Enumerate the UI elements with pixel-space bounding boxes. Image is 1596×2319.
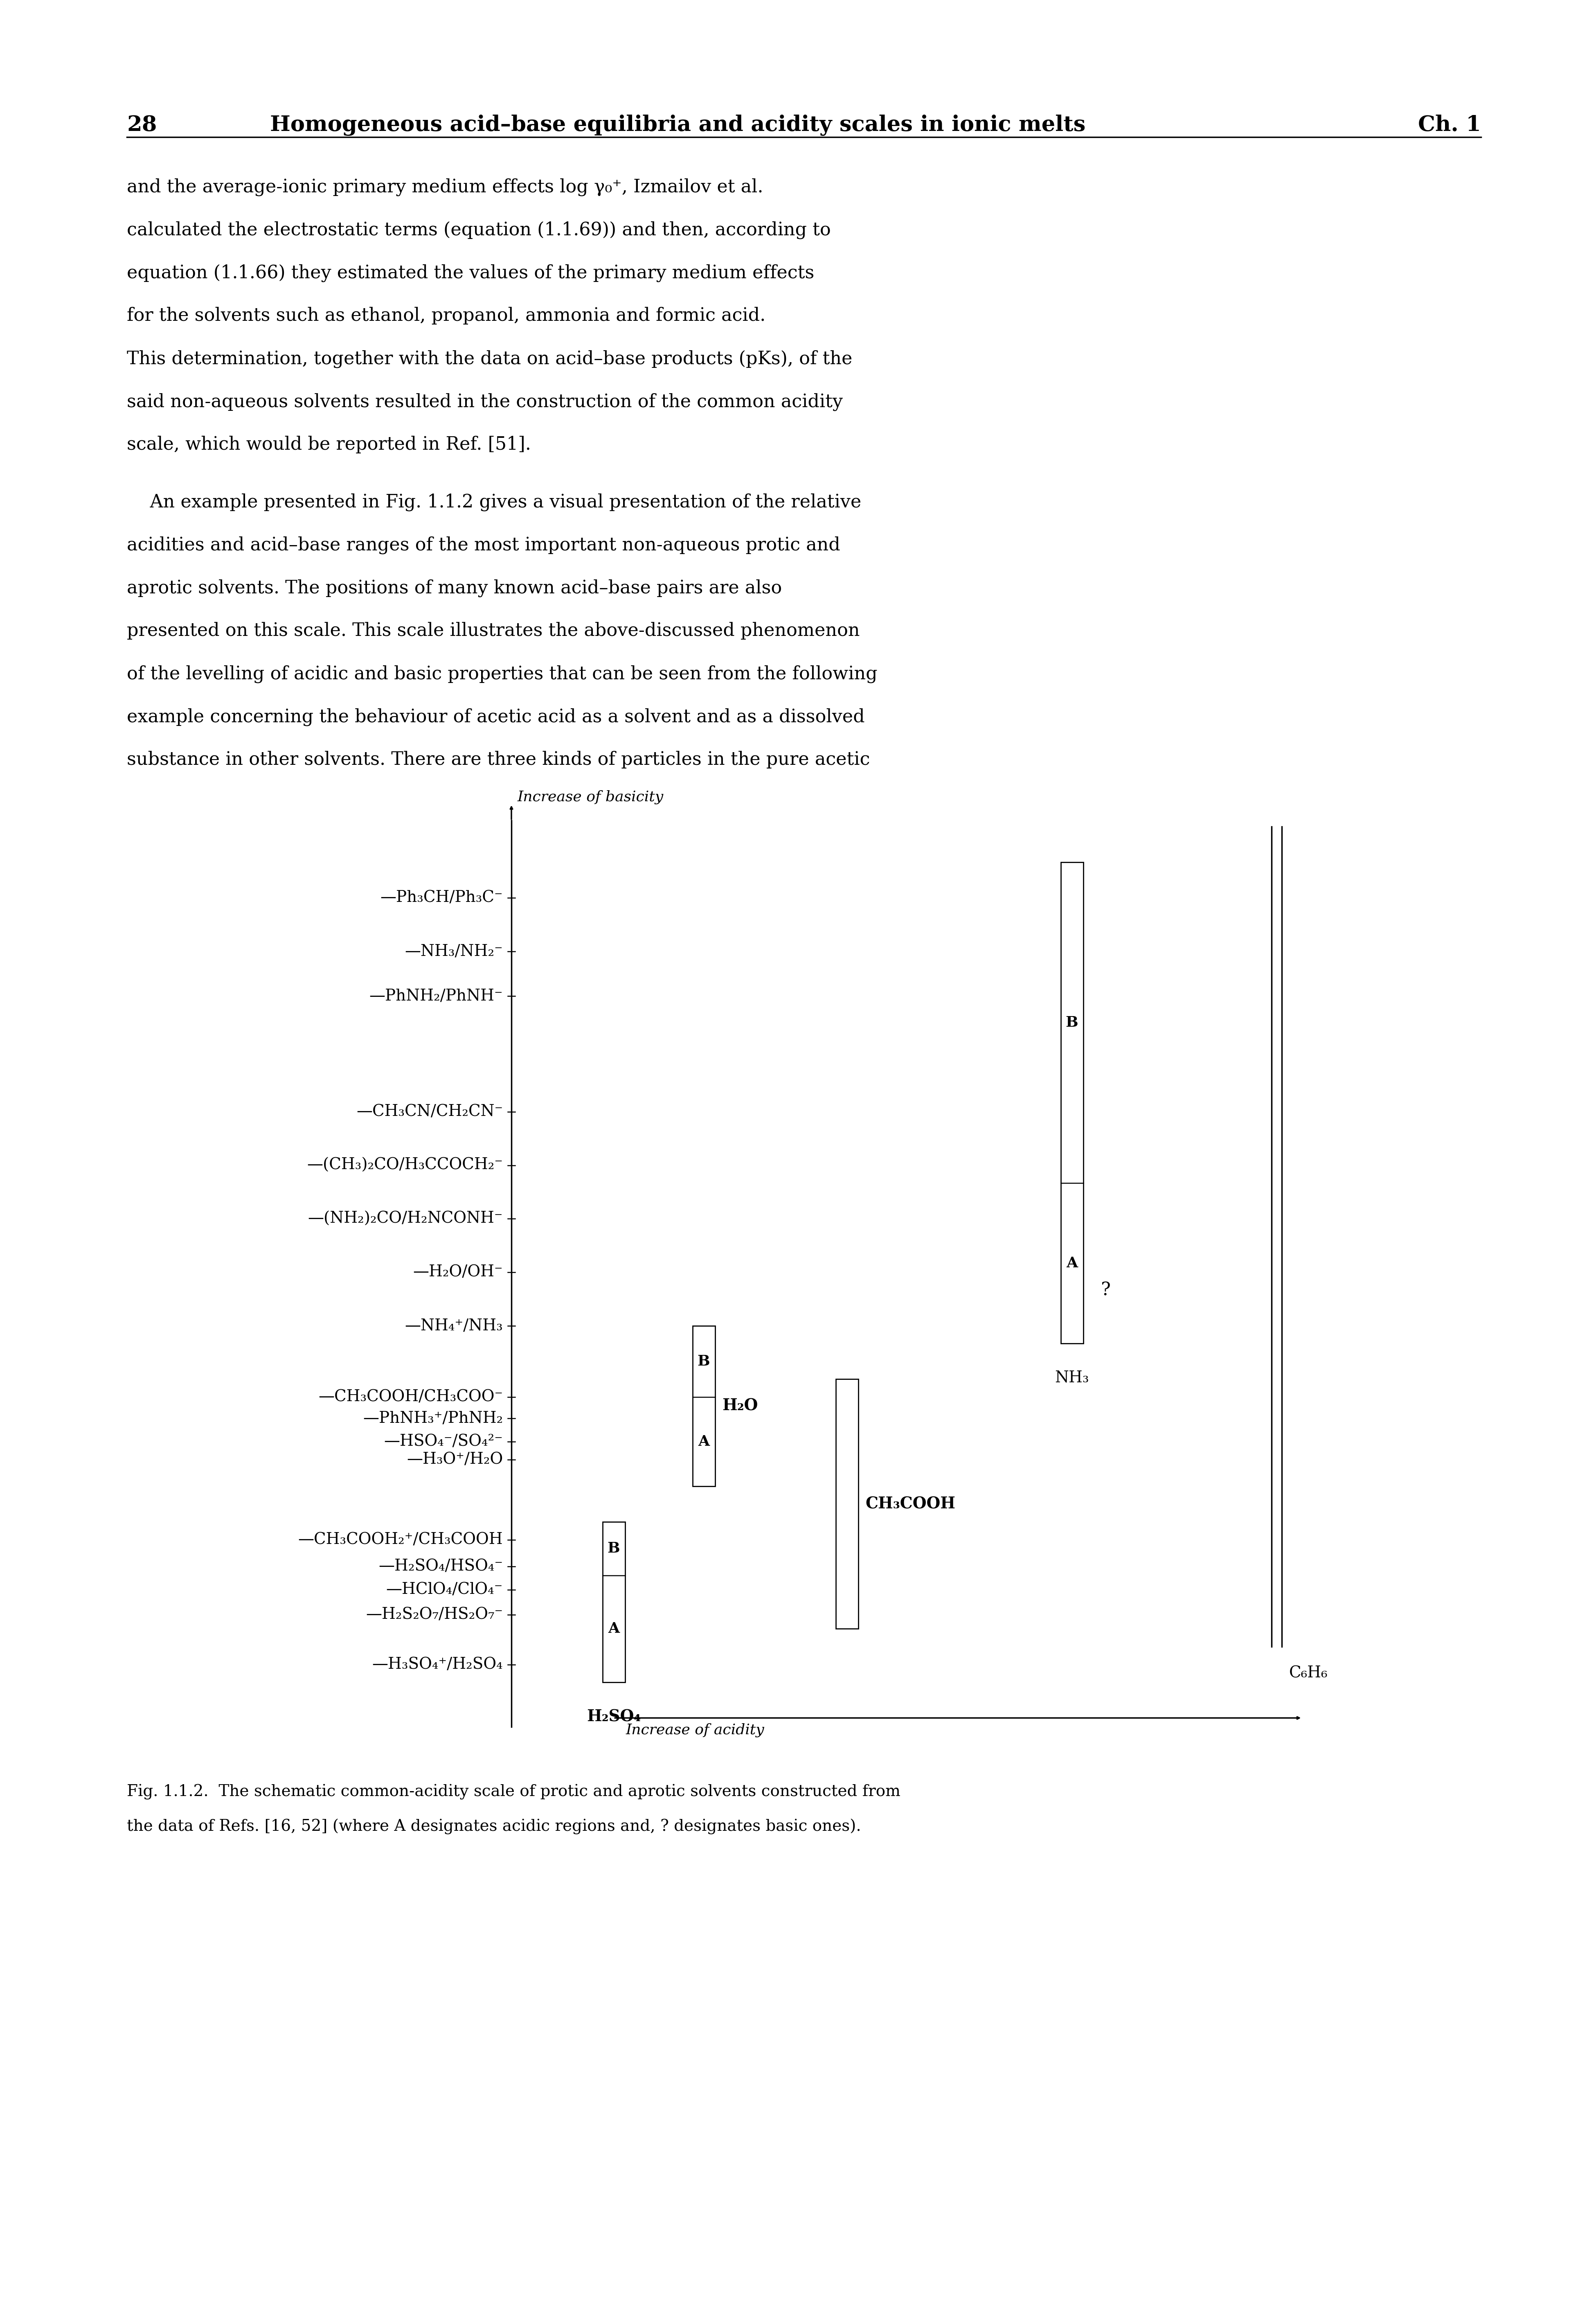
Text: —H₂S₂O₇/HS₂O₇⁻: —H₂S₂O₇/HS₂O₇⁻	[365, 1607, 503, 1621]
Text: aprotic solvents. The positions of many known acid–base pairs are also: aprotic solvents. The positions of many …	[126, 580, 782, 596]
Text: Ch. 1: Ch. 1	[1419, 114, 1481, 135]
Text: A: A	[697, 1435, 710, 1449]
Text: A: A	[1066, 1257, 1077, 1271]
Text: B: B	[697, 1354, 710, 1368]
Text: Fig. 1.1.2.  The schematic common-acidity scale of protic and aprotic solvents c: Fig. 1.1.2. The schematic common-acidity…	[126, 1783, 900, 1800]
Text: NH₃: NH₃	[1055, 1371, 1088, 1384]
Text: calculated the electrostatic terms (equation (1.1.69)) and then, according to: calculated the electrostatic terms (equa…	[126, 220, 832, 239]
Text: —H₂SO₄/HSO₄⁻: —H₂SO₄/HSO₄⁻	[378, 1558, 503, 1575]
Text: —H₃O⁺/H₂O: —H₃O⁺/H₂O	[407, 1452, 503, 1468]
Text: —NH₄⁺/NH₃: —NH₄⁺/NH₃	[405, 1317, 503, 1333]
Text: —PhNH₃⁺/PhNH₂: —PhNH₃⁺/PhNH₂	[362, 1410, 503, 1426]
Bar	[1061, 863, 1084, 1343]
Text: —CH₃COOH/CH₃COO⁻: —CH₃COOH/CH₃COO⁻	[318, 1389, 503, 1405]
Text: —(NH₂)₂CO/H₂NCONH⁻: —(NH₂)₂CO/H₂NCONH⁻	[308, 1211, 503, 1227]
Text: —Ph₃CH/Ph₃C⁻: —Ph₃CH/Ph₃C⁻	[380, 890, 503, 904]
Text: CH₃COOH: CH₃COOH	[865, 1496, 956, 1512]
Text: H₂SO₄: H₂SO₄	[587, 1709, 640, 1725]
Text: —(CH₃)₂CO/H₃CCOCH₂⁻: —(CH₃)₂CO/H₃CCOCH₂⁻	[306, 1157, 503, 1173]
Text: —HClO₄/ClO₄⁻: —HClO₄/ClO₄⁻	[386, 1582, 503, 1598]
Text: the data of Refs. [16, 52] (where A designates acidic regions and, ? designates : the data of Refs. [16, 52] (where A desi…	[126, 1818, 862, 1834]
Text: equation (1.1.66) they estimated the values of the primary medium effects: equation (1.1.66) they estimated the val…	[126, 264, 814, 283]
Text: ?: ?	[1101, 1282, 1111, 1299]
Bar	[602, 1521, 626, 1681]
Text: C₆H₆: C₆H₆	[1290, 1665, 1328, 1681]
Text: A: A	[608, 1621, 619, 1635]
Text: and the average-ionic primary medium effects log γ₀⁺, Izmailov et al.: and the average-ionic primary medium eff…	[126, 179, 763, 195]
Text: An example presented in Fig. 1.1.2 gives a visual presentation of the relative: An example presented in Fig. 1.1.2 gives…	[126, 494, 862, 510]
Text: B: B	[608, 1542, 619, 1556]
Text: —PhNH₂/PhNH⁻: —PhNH₂/PhNH⁻	[369, 988, 503, 1004]
Text: acidities and acid–base ranges of the most important non-aqueous protic and: acidities and acid–base ranges of the mo…	[126, 536, 839, 554]
Text: Homogeneous acid–base equilibria and acidity scales in ionic melts: Homogeneous acid–base equilibria and aci…	[270, 114, 1085, 137]
Text: 28: 28	[126, 114, 156, 135]
Text: —NH₃/NH₂⁻: —NH₃/NH₂⁻	[405, 944, 503, 960]
Text: scale, which would be reported in Ref. [51].: scale, which would be reported in Ref. […	[126, 436, 531, 455]
Text: for the solvents such as ethanol, propanol, ammonia and formic acid.: for the solvents such as ethanol, propan…	[126, 306, 766, 325]
Text: presented on this scale. This scale illustrates the above-discussed phenomenon: presented on this scale. This scale illu…	[126, 621, 860, 640]
Text: H₂O: H₂O	[723, 1398, 758, 1415]
Text: B: B	[1066, 1016, 1079, 1030]
Text: —CH₃COOH₂⁺/CH₃COOH: —CH₃COOH₂⁺/CH₃COOH	[298, 1533, 503, 1547]
Text: said non-aqueous solvents resulted in the construction of the common acidity: said non-aqueous solvents resulted in th…	[126, 392, 843, 410]
Text: Increase of basicity: Increase of basicity	[517, 791, 664, 805]
Text: —H₂O/OH⁻: —H₂O/OH⁻	[413, 1264, 503, 1280]
Text: —H₃SO₄⁺/H₂SO₄: —H₃SO₄⁺/H₂SO₄	[372, 1656, 503, 1672]
Bar	[693, 1326, 715, 1486]
Text: —HSO₄⁻/SO₄²⁻: —HSO₄⁻/SO₄²⁻	[383, 1433, 503, 1449]
Text: This determination, together with the data on acid–base products (pKs), of the: This determination, together with the da…	[126, 350, 852, 369]
Bar	[836, 1380, 859, 1628]
Text: Increase of acidity: Increase of acidity	[626, 1723, 764, 1737]
Text: substance in other solvents. There are three kinds of particles in the pure acet: substance in other solvents. There are t…	[126, 751, 870, 768]
Text: example concerning the behaviour of acetic acid as a solvent and as a dissolved: example concerning the behaviour of acet…	[126, 707, 865, 726]
Text: of the levelling of acidic and basic properties that can be seen from the follow: of the levelling of acidic and basic pro…	[126, 666, 878, 682]
Text: —CH₃CN/CH₂CN⁻: —CH₃CN/CH₂CN⁻	[356, 1104, 503, 1120]
